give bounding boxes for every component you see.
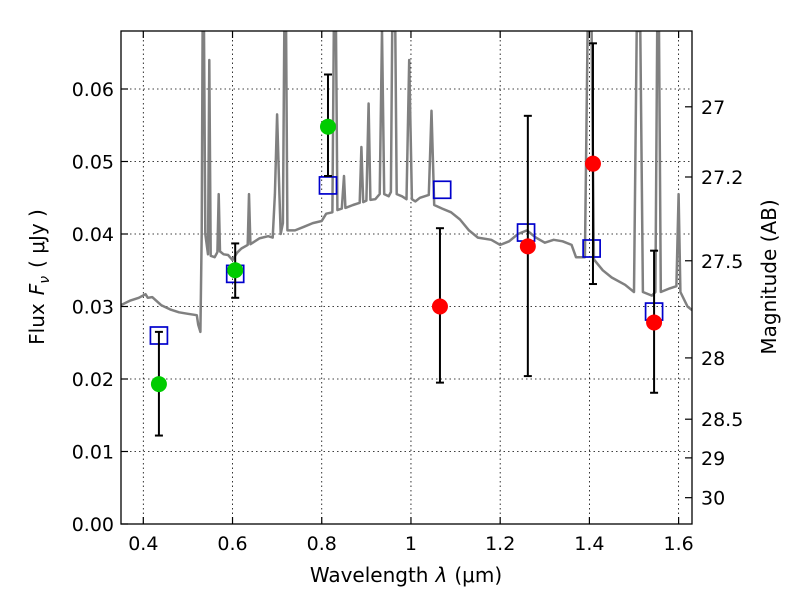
y-tick-label: 0.06 (72, 79, 114, 101)
green-point (319, 118, 336, 135)
y-axis-label: Flux Fν ( μJy ) (25, 209, 53, 345)
y-tick-label: 0.04 (72, 224, 114, 246)
right-tick-label: 27 (701, 97, 725, 119)
axis-labels: 0.4 0.6 0.8 1 1.2 1.4 1.6 0.00 0.01 0.02 0.03 0.04 0… (25, 79, 781, 587)
model-spectrum (121, 31, 692, 334)
axis-ticks (121, 31, 692, 525)
right-tick-label: 28.5 (701, 409, 743, 431)
red-point (646, 314, 663, 331)
measurement-points (150, 42, 663, 437)
y-axis-label-text: Flux (25, 303, 49, 345)
y-axis-label-subscript: ν (37, 276, 53, 284)
green-point (150, 376, 167, 393)
right-tick-label: 29 (701, 448, 725, 470)
model-square-marker (582, 239, 601, 258)
x-tick-label: 0.6 (217, 533, 247, 555)
measurement-point (227, 242, 244, 299)
x-tick-label: 1.4 (574, 533, 604, 555)
x-tick-label: 0.8 (307, 533, 337, 555)
right-tick-label: 27.5 (701, 251, 743, 273)
x-axis-label: Wavelength λ (μm) (310, 563, 502, 587)
x-axis-label-text: Wavelength (310, 563, 429, 587)
right-tick-label: 27.2 (701, 167, 743, 189)
measurement-point (646, 249, 663, 394)
y-axis-label-unit: ( μJy ) (25, 209, 49, 268)
right-tick-label: 30 (701, 488, 725, 510)
right-tick-label: 28 (701, 348, 725, 370)
measurement-point (584, 42, 601, 286)
red-point (431, 298, 448, 315)
x-axis-label-symbol: λ (435, 563, 448, 587)
y-tick-label: 0.03 (72, 297, 114, 319)
x-tick-label: 0.4 (128, 533, 158, 555)
y-tick-label: 0.00 (72, 514, 114, 536)
green-point (227, 262, 244, 279)
y-axis-label-symbol: F (25, 283, 49, 295)
red-point (519, 238, 536, 255)
measurement-point (150, 330, 167, 437)
x-tick-label: 1 (405, 533, 417, 555)
measurement-point (519, 114, 536, 378)
red-point (584, 155, 601, 172)
measurement-point (431, 227, 448, 384)
x-tick-label: 1.6 (664, 533, 694, 555)
grid-lines (121, 31, 692, 525)
y-tick-label: 0.05 (72, 152, 114, 174)
right-axis-label: Magnitude (AB) (757, 199, 781, 354)
y-tick-label: 0.02 (72, 369, 114, 391)
plot-frame (120, 30, 693, 525)
x-tick-label: 1.2 (485, 533, 515, 555)
spectrum-line (121, 31, 692, 334)
model-square-marker (432, 180, 452, 200)
measurement-point (319, 73, 336, 177)
y-tick-label: 0.01 (72, 442, 114, 464)
x-axis-label-unit: (μm) (454, 563, 502, 587)
